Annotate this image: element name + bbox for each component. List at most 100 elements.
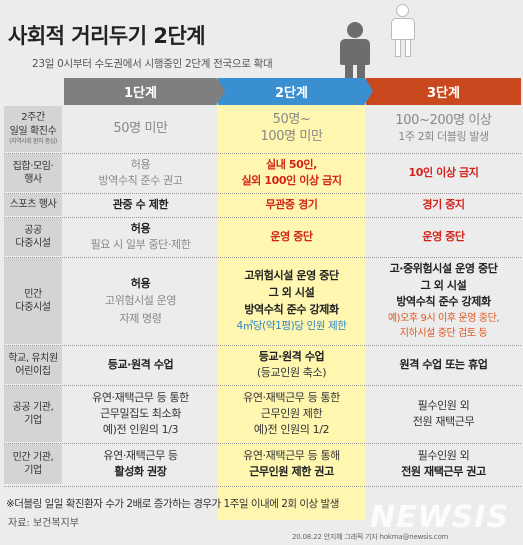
stage2-highlight-column (218, 105, 365, 520)
cell-line: 고위험시설 운영 중단 (244, 269, 339, 283)
stage3-cell: 10인 이상 금지 (366, 154, 521, 192)
cell-line: 유연·재택근무 등 통해 (243, 449, 340, 463)
row-label-line: 기업 (24, 415, 42, 426)
person-dark-icon (338, 22, 372, 80)
row-private-institutions: 민간 기관, 기업 유연·재택근무 등 활성화 권장 유연·재택근무 등 통해 … (4, 444, 521, 484)
stage1-cell: 등교·원격 수업 (64, 346, 217, 384)
cell-line: 고·중위험시설 운영 중단 (389, 262, 498, 276)
cell-line: (등교인원 축소) (256, 366, 327, 379)
cell-line: 실내 50인, (266, 158, 317, 172)
cell-line: 10인 이상 금지 (408, 166, 479, 180)
stage3-cell: 100~200명 이상 1주 2회 더블링 발생 (366, 106, 521, 152)
row-schools: 학교, 유치원 어린이집 등교·원격 수업 등교·원격 수업 (등교인원 축소)… (4, 346, 521, 384)
stage2-cell: 실내 50인, 실외 100인 이상 금지 (218, 154, 365, 192)
row-public-institutions: 공공 기관, 기업 유연·재택근무 등 통한 근무밀집도 최소화 예)전 인원의… (4, 386, 521, 442)
stage2-cell: 유연·재택근무 등 통한 근무인원 제한 예)전 인원의 1/2 (218, 386, 365, 442)
cell-line: 허용 (130, 277, 151, 291)
row-label: 집합·모임· 행사 (4, 154, 62, 192)
row-label: 학교, 유치원 어린이집 (4, 346, 62, 384)
row-label-line: 공공 기관, (12, 401, 54, 413)
row-public-facilities: 공공 다중시설 허용 필요 시 일부 중단·제한 운영 중단 운영 중단 (4, 218, 521, 256)
cell-line: 고위험시설 운영 (104, 294, 177, 308)
stage2-cell: 유연·재택근무 등 통해 근무인원 제한 권고 (218, 444, 365, 484)
stage2-cell: 무관중 경기 (218, 194, 365, 216)
stage3-cell: 원격 수업 또는 휴업 (366, 346, 521, 384)
row-label: 2주간 일일 확진수 (지역사회 환자 중심) (4, 106, 62, 152)
row-label-line: 행사 (24, 174, 42, 185)
cell-line: 유연·재택근무 등 통한 (92, 391, 189, 405)
row-label: 민간 기관, 기업 (4, 444, 62, 484)
cell-line: 무관중 경기 (265, 198, 318, 212)
cell-line: 필수인원 외 (417, 449, 470, 463)
stage3-cell: 고·중위험시설 운영 중단 그 외 시설 방역수칙 준수 강제화 예)오후 9시… (366, 258, 521, 344)
row-label-note: (지역사회 환자 중심) (9, 138, 57, 146)
stage3-cell: 운영 중단 (366, 218, 521, 256)
cell-line: 예)전 인원의 1/2 (253, 422, 330, 436)
cell-line: 허용 (130, 158, 151, 172)
cell-line: 전원 재택근무 (412, 415, 475, 428)
stage3-cell: 필수인원 외 전원 재택근무 권고 (366, 444, 521, 484)
stage1-cell: 유연·재택근무 등 통한 근무밀집도 최소화 예)전 인원의 1/3 (64, 386, 217, 442)
row-label-line: 민간 기관, (12, 451, 54, 463)
cell-line: 허용 (130, 222, 151, 236)
person-outline-icon (390, 4, 416, 58)
cell-line: 1주 2회 더블링 발생 (398, 130, 489, 144)
row-label-line: 공공 (24, 224, 42, 236)
cell-line: 근무인원 제한 (260, 407, 323, 421)
footnote: ※더블링 일일 확진환자 수가 2배로 증가하는 경우가 1주일 이내에 2회 … (6, 498, 339, 510)
cell-line: 예)오후 9시 이후 운영 중단, (387, 312, 500, 324)
page-subtitle: 23일 0시부터 수도권에서 시행중인 2단계 전국으로 확대 (32, 58, 273, 70)
cell-line: 4㎡당(약1평)당 인원 제한 (236, 320, 347, 333)
row-label-line: 집합·모임· (12, 160, 54, 172)
row-label-line: 학교, 유치원 (8, 352, 58, 364)
row-label-line: 일일 확진수 (9, 125, 57, 137)
row-label: 공공 다중시설 (4, 218, 62, 256)
stage1-cell: 유연·재택근무 등 활성화 권장 (64, 444, 217, 484)
credit-text: 20.08.22 안지혜 그래픽 기자 hokma@newsis.com (292, 533, 449, 541)
cell-line: 지하시설 중단 검토 등 (399, 327, 488, 339)
cell-line: 유연·재택근무 등 (103, 449, 178, 463)
cell-line: 운영 중단 (270, 230, 313, 244)
cell-line: 방역수칙 준수 권고 (98, 174, 183, 187)
page-title: 사회적 거리두기 2단계 (8, 24, 206, 48)
cell-line: 근무밀집도 최소화 (100, 407, 181, 421)
cell-line: 활성화 권장 (114, 465, 167, 478)
row-private-facilities: 민간 다중시설 허용 고위험시설 운영 자제 명령 고위험시설 운영 중단 그 … (4, 258, 521, 344)
cell-line: 전원 재택근무 권고 (401, 465, 486, 478)
cell-line: 방역수칙 준수 강제화 (244, 303, 339, 317)
row-label: 공공 기관, 기업 (4, 386, 62, 442)
stage2-cell: 고위험시설 운영 중단 그 외 시설 방역수칙 준수 강제화 4㎡당(약1평)당… (218, 258, 365, 344)
stage1-cell: 허용 방역수칙 준수 권고 (64, 154, 217, 192)
row-label-line: 어린이집 (15, 366, 51, 377)
row-label-line: 다중시설 (15, 302, 51, 313)
row-gatherings: 집합·모임· 행사 허용 방역수칙 준수 권고 실내 50인, 실외 100인 … (4, 154, 521, 192)
row-label-line: 민간 (24, 288, 42, 300)
row-label-line: 기업 (24, 465, 42, 476)
cell-line: 등교·원격 수업 (107, 358, 174, 372)
cell-line: 필요 시 일부 중단·제한 (90, 238, 191, 251)
stage1-cell: 관중 수 제한 (64, 194, 217, 216)
cell-line: 경기 중지 (422, 198, 465, 212)
stage3-header: 3단계 (366, 78, 521, 105)
row-sports: 스포츠 행사 관중 수 제한 무관중 경기 경기 중지 (4, 194, 521, 216)
stage3-cell: 필수인원 외 전원 재택근무 (366, 386, 521, 442)
stage1-cell: 50명 미만 (64, 106, 217, 152)
row-daily-cases: 2주간 일일 확진수 (지역사회 환자 중심) 50명 미만 50명~ 100명… (4, 106, 521, 152)
cell-line: 실외 100인 이상 금지 (241, 174, 342, 187)
stage2-cell: 운영 중단 (218, 218, 365, 256)
stage1-cell: 허용 고위험시설 운영 자제 명령 (64, 258, 217, 344)
row-label-line: 다중시설 (15, 238, 51, 249)
source-text: 자료: 보건복지부 (8, 518, 79, 529)
cell-line: 자제 명령 (119, 311, 162, 325)
stage2-arrow-tip (365, 78, 373, 104)
row-label-line: 스포츠 행사 (9, 199, 57, 211)
stage2-cell: 등교·원격 수업 (등교인원 축소) (218, 346, 365, 384)
cell-line: 유연·재택근무 등 통한 (243, 391, 340, 405)
cell-line: 50명~ (272, 112, 311, 128)
stage2-header: 2단계 (218, 78, 365, 105)
cell-line: 원격 수업 또는 휴업 (399, 358, 488, 372)
cell-line: 100명 미만 (260, 129, 323, 144)
stage1-arrow-tip (217, 78, 225, 104)
cell-line: 운영 중단 (422, 230, 465, 244)
cell-line: 50명 미만 (113, 120, 168, 136)
